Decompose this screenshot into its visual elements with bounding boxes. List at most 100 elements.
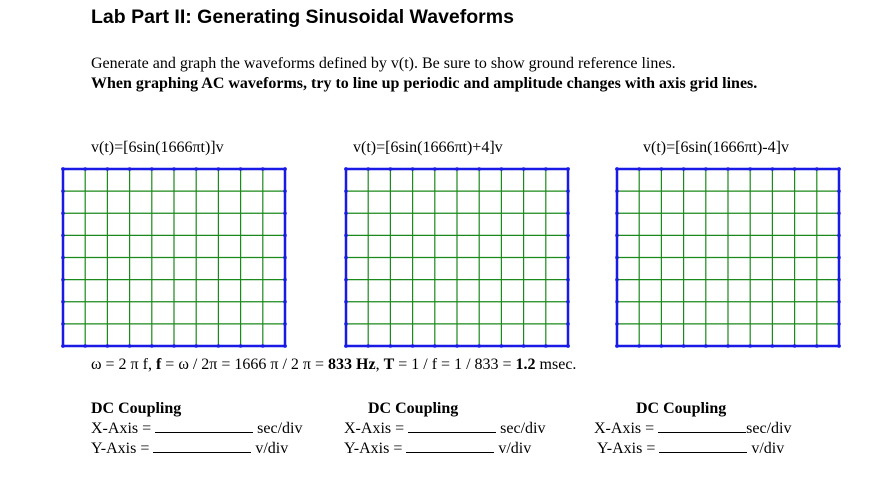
x-axis-blank[interactable] (658, 419, 747, 433)
scope-settings-2: DC Coupling X-Axis = sec/div Y-Axis = v/… (344, 400, 546, 457)
grid-tick (837, 167, 841, 171)
grid-tick (366, 167, 370, 171)
grid-tick (61, 299, 65, 304)
grid-tick (566, 211, 570, 216)
grid-tick (615, 167, 619, 171)
grid-tick (61, 344, 65, 348)
grid-tick (216, 344, 221, 348)
grid-tick (615, 189, 619, 193)
grid-tick (61, 167, 65, 171)
grid-tick (455, 167, 459, 171)
equation-1: v(t)=[6sin(1666πt)]v (91, 139, 224, 156)
grid-tick (283, 211, 287, 216)
y-axis-blank[interactable] (406, 439, 495, 453)
grid-tick (659, 344, 664, 348)
grid-tick (344, 255, 348, 260)
grid-tick (748, 167, 752, 171)
grid-tick (433, 167, 437, 171)
grid-tick (837, 322, 841, 326)
grid-tick (681, 167, 686, 171)
y-axis-blank[interactable] (153, 439, 252, 453)
grid-tick (544, 344, 548, 348)
graph-grid-3 (615, 167, 841, 348)
grid-tick (344, 344, 348, 348)
grid-tick (681, 344, 686, 348)
grid-tick (837, 277, 841, 282)
grid-tick (748, 344, 752, 348)
grid-tick (615, 211, 619, 216)
grid-tick (410, 344, 415, 348)
grid-tick (283, 233, 287, 238)
grid-tick (283, 277, 287, 282)
grid-tick (150, 167, 154, 171)
grid-tick (726, 167, 730, 171)
grid-tick (566, 255, 570, 260)
grid-tick (261, 344, 265, 348)
equation-3: v(t)=[6sin(1666πt)-4]v (643, 139, 789, 156)
grid-tick (837, 233, 841, 238)
grid-tick (283, 322, 287, 326)
grid-tick (837, 255, 841, 260)
grid-tick (194, 167, 198, 171)
y-axis-blank[interactable] (659, 439, 748, 453)
scope-settings-3: DC Coupling X-Axis = sec/div Y-Axis = v/… (594, 400, 792, 457)
grid-tick (615, 344, 619, 348)
grid-tick (455, 344, 459, 348)
grid-tick (815, 344, 819, 348)
grid-tick (261, 167, 265, 171)
grid-tick (726, 344, 730, 348)
grid-tick (283, 344, 287, 348)
grid-tick (344, 167, 348, 171)
grid-tick (127, 344, 132, 348)
instruction-emphasis: When graphing AC waveforms, try to line … (91, 75, 758, 92)
graph-grid-1 (61, 167, 287, 348)
grid-tick (615, 322, 619, 326)
grid-tick (837, 299, 841, 304)
grid-tick (566, 189, 570, 193)
grid-tick (837, 344, 841, 348)
grid-tick (615, 255, 619, 260)
coupling-title: DC Coupling (636, 400, 727, 417)
grid-tick (127, 167, 132, 171)
grid-tick (366, 344, 370, 348)
grid-tick (344, 322, 348, 326)
coupling-title: DC Coupling (368, 400, 459, 417)
grid-tick (544, 167, 548, 171)
grid-tick (61, 211, 65, 216)
equation-2: v(t)=[6sin(1666πt)+4]v (353, 139, 503, 156)
scope-settings-1: DC Coupling X-Axis = sec/div Y-Axis = v/… (91, 400, 303, 457)
grid-tick (837, 211, 841, 216)
grid-tick (615, 233, 619, 238)
grid-tick (521, 344, 526, 348)
grid-tick (792, 167, 797, 171)
grid-tick (566, 167, 570, 171)
grid-tick (344, 277, 348, 282)
grid-tick (283, 255, 287, 260)
grid-tick (704, 167, 708, 171)
grid-tick (477, 167, 481, 171)
x-axis-blank[interactable] (155, 419, 254, 433)
grid-tick (388, 167, 393, 171)
grid-tick (344, 211, 348, 216)
grid-tick (837, 189, 841, 193)
grid-tick (566, 322, 570, 326)
grid-tick (344, 299, 348, 304)
grid-tick (499, 167, 504, 171)
x-axis-blank[interactable] (408, 419, 497, 433)
frequency-calculation: ω = 2 π f, f = ω / 2π = 1666 π / 2 π = 8… (91, 356, 577, 373)
grid-tick (477, 344, 481, 348)
grid-tick (105, 167, 110, 171)
grid-tick (105, 344, 110, 348)
grid-tick (566, 277, 570, 282)
grid-tick (238, 344, 243, 348)
grid-tick (83, 167, 87, 171)
grid-tick (566, 299, 570, 304)
grid-tick (83, 344, 87, 348)
grid-tick (637, 167, 641, 171)
grid-tick (61, 322, 65, 326)
grid-tick (388, 344, 393, 348)
grid-tick (283, 299, 287, 304)
grid-tick (283, 189, 287, 193)
grid-tick (704, 344, 708, 348)
grid-tick (172, 167, 176, 171)
